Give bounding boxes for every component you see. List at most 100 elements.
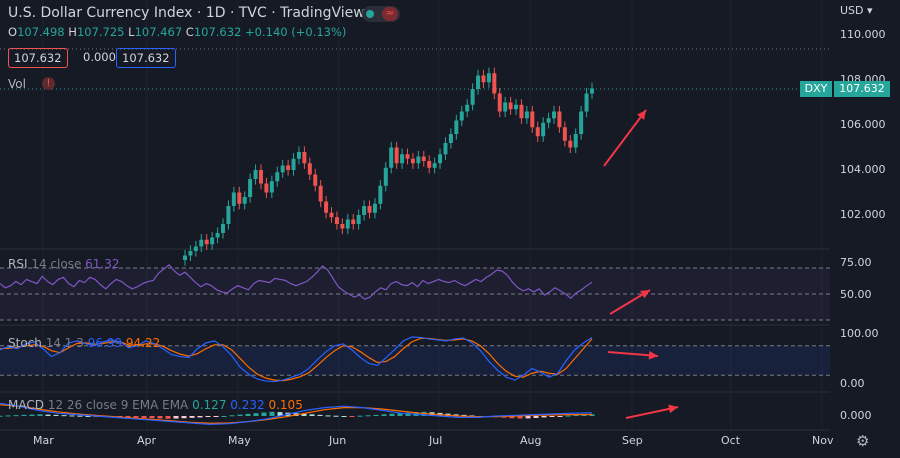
macd-hist-bar (245, 413, 251, 416)
annotation-arrowhead (648, 350, 658, 360)
volume-label[interactable]: Vol (8, 77, 26, 91)
macd-hist-bar (197, 416, 203, 418)
rsi-name: RSI (8, 257, 28, 271)
month-label: Nov (812, 434, 834, 447)
macd-hist-bar (349, 416, 355, 417)
candle-body (394, 147, 399, 164)
annotation-arrowhead (640, 290, 650, 299)
macd-hist-bar (573, 415, 579, 417)
chevron-down-icon: ▾ (867, 4, 873, 17)
month-label: Jul (429, 434, 443, 447)
candle-body (400, 154, 405, 164)
macd-hist-bar (517, 416, 523, 419)
month-label: Apr (137, 434, 157, 447)
candle-body (519, 104, 524, 119)
macd-legend[interactable]: MACD 12 26 close 9 EMA EMA 0.127 0.232 0… (8, 398, 303, 412)
candle-body (324, 201, 329, 213)
market-open-icon (366, 10, 374, 18)
candle-body (258, 170, 263, 184)
candle-body (291, 158, 296, 170)
grid (0, 0, 830, 431)
rsi-params: 14 close (31, 257, 82, 271)
symbol-tag: DXY (800, 81, 832, 97)
stoch-k-line (0, 336, 593, 383)
candle-body (579, 111, 584, 134)
candle-body (541, 122, 546, 137)
macd-hist-bar (5, 415, 11, 417)
candle-body (340, 224, 345, 229)
price-tick: 106.000 (840, 118, 886, 131)
currency-selector[interactable]: USD ▾ (840, 4, 873, 17)
candle-body (318, 185, 323, 202)
annotation-arrow (603, 109, 647, 167)
stoch-name: Stoch (8, 336, 42, 350)
market-status-toggle[interactable]: ≈ (362, 6, 400, 22)
candle-body (405, 154, 410, 159)
stoch-legend[interactable]: Stoch 14 1 3 96.99 94.22 (8, 336, 160, 350)
price-pane (0, 48, 830, 266)
macd-hist-bar (405, 412, 411, 416)
macd-hist-bar (29, 414, 35, 416)
macd-hist-bar (549, 416, 555, 417)
sell-price-button[interactable]: 107.632 (8, 48, 68, 68)
close-value: 107.632 (193, 25, 242, 39)
spread-value: 0.000 (83, 50, 116, 64)
month-label: Sep (622, 434, 643, 447)
macd-hist-bar (541, 416, 547, 418)
candle-body (329, 212, 334, 218)
candle-body (427, 161, 432, 168)
macd-hist-bar (69, 415, 75, 417)
annotation-arrowhead (637, 110, 646, 120)
macd-hist-bar (365, 415, 371, 417)
candle-body (524, 111, 529, 119)
candle-body (573, 134, 578, 148)
candle-body (215, 233, 220, 238)
candle-body (248, 179, 253, 197)
month-label: Mar (33, 434, 54, 447)
candle-body (356, 215, 361, 224)
macd-hist-bar (37, 414, 43, 416)
currency-label: USD (840, 4, 864, 17)
macd-hist-bar (381, 414, 387, 416)
month-label: Jun (329, 434, 347, 447)
candle-body (514, 104, 519, 110)
candle-body (590, 88, 594, 94)
macd-hist-bar (389, 413, 395, 416)
rsi-legend[interactable]: RSI 14 close 61.32 (8, 257, 120, 271)
macd-hist-bar (301, 413, 307, 416)
macd-hist-bar (21, 414, 27, 416)
macd-hist-bar (309, 414, 315, 416)
gear-icon[interactable]: ⚙ (856, 432, 870, 450)
month-label: May (228, 434, 251, 447)
candle-body (378, 185, 383, 204)
candle-body (199, 239, 204, 247)
candle-body (530, 111, 535, 128)
candle-body (546, 118, 551, 123)
price-tick: 104.000 (840, 163, 886, 176)
macd-hist-bar (181, 416, 187, 419)
high-value: 107.725 (76, 25, 125, 39)
close-label: C (185, 25, 194, 39)
candle-body (421, 156, 426, 161)
macd-hist-bar (45, 414, 51, 416)
warning-icon[interactable]: ! (42, 77, 55, 90)
candle-body (568, 140, 573, 148)
buy-price-button[interactable]: 107.632 (116, 48, 176, 68)
candle-body (237, 192, 242, 204)
macd-hist-bar (317, 414, 323, 416)
macd-signal-value: 0.105 (268, 398, 303, 412)
candle-body (410, 158, 415, 164)
macd-hist-bar (341, 416, 347, 417)
macd-hist-bar (205, 416, 211, 417)
stoch-k-value: 96.99 (87, 336, 123, 350)
macd-hist-bar (277, 412, 283, 416)
candle-body (275, 172, 280, 182)
chart-title[interactable]: U.S. Dollar Currency Index · 1D · TVC · … (8, 5, 365, 21)
macd-hist-bar (173, 416, 179, 419)
low-value: 107.467 (134, 25, 183, 39)
candle-body (193, 246, 198, 251)
macd-hist-bar (373, 414, 379, 416)
annotation-arrows (603, 109, 679, 419)
candle-body (465, 104, 470, 112)
